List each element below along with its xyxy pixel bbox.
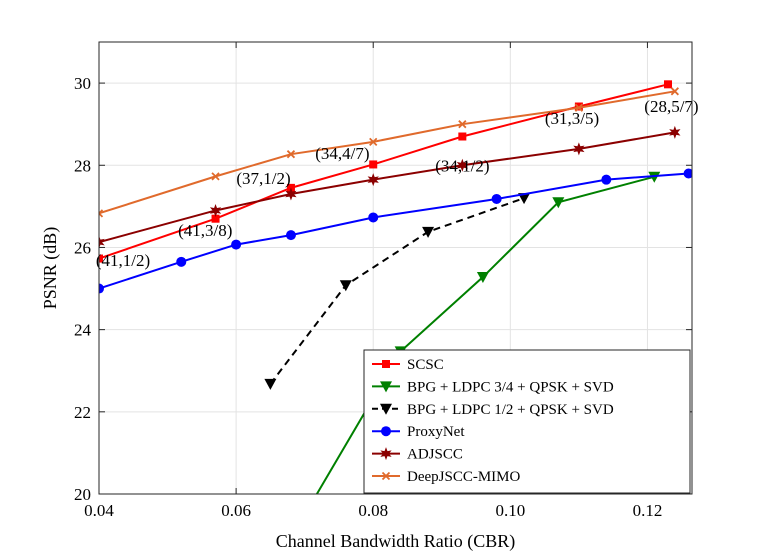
legend-label: SCSC xyxy=(407,357,444,373)
data-point xyxy=(458,120,467,129)
series-line xyxy=(269,197,525,385)
data-point xyxy=(286,150,296,159)
series-bpg-ldpc-3-4-qpsk-svd xyxy=(275,171,661,556)
legend-marker xyxy=(380,403,392,415)
legend-marker xyxy=(381,471,391,481)
y-tick-label: 20 xyxy=(74,485,91,504)
legend-label: BPG + LDPC 1/2 + QPSK + SVD xyxy=(407,402,614,418)
data-point xyxy=(456,158,468,172)
series-bpg-ldpc-1-2-qpsk-svd xyxy=(264,193,531,390)
legend-marker xyxy=(381,426,391,437)
data-point xyxy=(176,256,187,267)
legend-label: ProxyNet xyxy=(407,424,465,440)
data-point xyxy=(369,160,378,169)
data-point xyxy=(209,203,222,217)
axes-ticks: 0.04 0.06 0.08 0.10 0.12 20 22 24 26 28 30 xyxy=(74,42,692,520)
legend-marker xyxy=(380,447,392,461)
data-point xyxy=(285,187,297,201)
legend-label: ADJSCC xyxy=(407,447,463,463)
data-point xyxy=(683,168,692,179)
data-point xyxy=(669,125,681,139)
point-annotation: (34,4/7) xyxy=(315,144,369,163)
data-point xyxy=(422,226,435,238)
x-tick-label: 0.06 xyxy=(221,501,251,520)
y-axis-title: PSNR (dB) xyxy=(40,227,61,310)
x-tick-label: 0.04 xyxy=(84,501,114,520)
data-point xyxy=(275,551,287,556)
data-point xyxy=(211,214,220,223)
legend-entry-bpg-ldpc-1-2-qpsk-svd: BPG + LDPC 1/2 + QPSK + SVD xyxy=(372,402,614,418)
legend-entry-adjscc: ADJSCC xyxy=(372,447,463,463)
data-point xyxy=(552,197,565,209)
legend-label: DeepJSCC-MIMO xyxy=(407,469,521,485)
series-adjscc xyxy=(99,125,681,249)
data-point xyxy=(285,230,296,241)
data-point xyxy=(99,283,104,294)
x-tick-label: 0.08 xyxy=(358,501,388,520)
point-annotation: (31,3/5) xyxy=(545,109,599,128)
legend-marker xyxy=(382,360,390,368)
data-point xyxy=(211,172,220,181)
series-proxynet xyxy=(99,168,692,294)
data-point xyxy=(99,209,104,218)
series-line xyxy=(99,172,689,290)
legend-entry-deepjscc-mimo: DeepJSCC-MIMO xyxy=(372,469,521,485)
data-point xyxy=(99,254,103,263)
legend-label: BPG + LDPC 3/4 + QPSK + SVD xyxy=(407,379,614,395)
data-point xyxy=(518,193,531,205)
x-tick-label: 0.12 xyxy=(633,501,663,520)
data-point xyxy=(601,174,612,185)
data-point xyxy=(573,142,585,156)
legend-entry-bpg-ldpc-3-4-qpsk-svd: BPG + LDPC 3/4 + QPSK + SVD xyxy=(372,379,614,395)
legend-marker xyxy=(380,381,392,393)
point-annotation: (41,3/8) xyxy=(178,221,232,240)
legend-entry-scsc: SCSC xyxy=(372,357,444,373)
data-point xyxy=(264,378,277,390)
point-annotation: (37,1/2) xyxy=(236,169,290,188)
point-annotation: (34,1/2) xyxy=(435,156,489,175)
annotations: (41,1/2) (41,3/8) (37,1/2) (34,4/7) (34,1/2)… xyxy=(96,97,699,270)
data-point xyxy=(368,212,379,223)
data-point xyxy=(664,80,673,89)
legend-entry-proxynet: ProxyNet xyxy=(372,424,465,440)
point-annotation: (41,1/2) xyxy=(96,251,150,270)
data-point xyxy=(339,280,352,292)
legend: SCSC BPG + LDPC 3/4 + QPSK + SVD BPG + LDP… xyxy=(363,349,691,494)
data-point xyxy=(367,173,379,187)
point-annotation: (28,5/7) xyxy=(644,97,698,116)
y-tick-label: 30 xyxy=(74,74,91,93)
data-point xyxy=(476,272,489,284)
plot-frame xyxy=(98,41,693,495)
data-point xyxy=(491,193,502,204)
y-tick-label: 28 xyxy=(74,156,91,175)
data-point xyxy=(648,171,661,183)
x-tick-label: 0.10 xyxy=(495,501,525,520)
series-deepjscc-mimo xyxy=(99,87,679,218)
y-tick-label: 24 xyxy=(74,321,92,340)
data-point xyxy=(574,103,584,112)
data-point xyxy=(670,87,679,96)
data-point xyxy=(231,239,242,250)
series-layer xyxy=(99,80,692,556)
y-tick-label: 22 xyxy=(74,403,91,422)
legend-box xyxy=(363,349,691,494)
y-tick-label: 26 xyxy=(74,238,91,257)
x-axis-title: Channel Bandwidth Ratio (CBR) xyxy=(276,531,515,552)
data-point xyxy=(458,132,467,141)
data-point xyxy=(99,235,105,249)
data-point xyxy=(369,137,378,146)
